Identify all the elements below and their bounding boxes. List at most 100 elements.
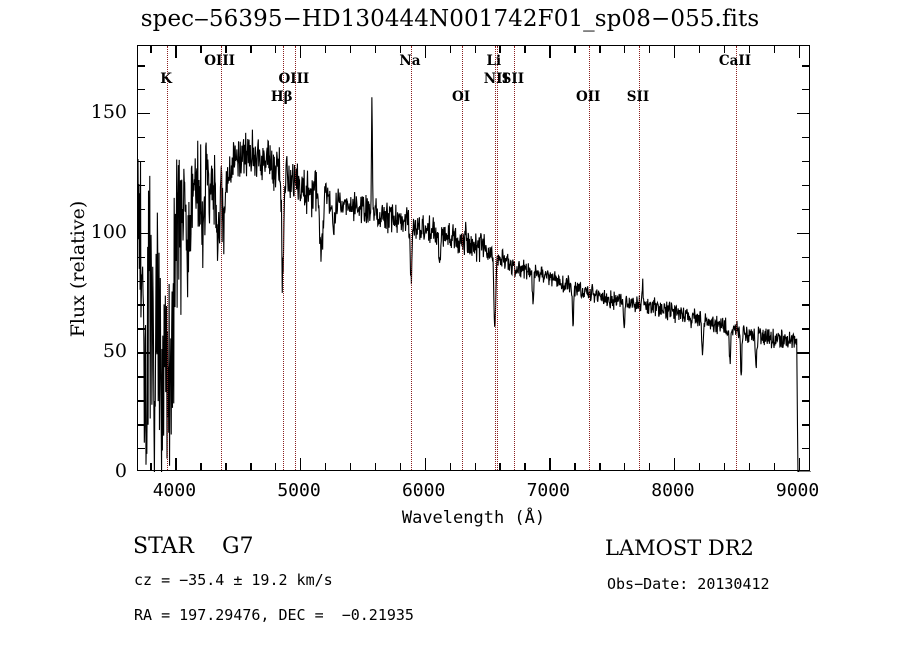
line-label: Hβ xyxy=(270,89,293,105)
survey-label: LAMOST DR2 xyxy=(605,536,754,560)
x-tick xyxy=(648,463,651,470)
x-tick xyxy=(225,46,227,53)
x-tick xyxy=(200,463,202,470)
x-tick xyxy=(524,463,526,470)
x-tick xyxy=(175,458,177,470)
line-marker-oi xyxy=(462,46,464,470)
x-tick xyxy=(648,46,651,53)
spectrum-plot xyxy=(138,97,811,472)
x-tick xyxy=(698,46,701,53)
line-marker-sii xyxy=(513,46,516,470)
line-marker-oiii xyxy=(294,46,297,470)
y-tick xyxy=(138,232,150,235)
x-tick xyxy=(723,463,726,470)
line-marker-k xyxy=(167,46,169,470)
x-tick xyxy=(599,463,601,470)
line-marker-sii xyxy=(639,46,641,470)
x-axis-title: Wavelength (Å) xyxy=(401,508,546,528)
y-tick xyxy=(797,113,809,115)
x-tick xyxy=(424,46,427,58)
x-tick xyxy=(349,46,352,53)
x-tick xyxy=(424,458,427,470)
x-tick xyxy=(673,458,676,470)
line-label: CaII xyxy=(718,53,752,69)
x-tick xyxy=(275,463,277,470)
x-tick xyxy=(250,463,252,470)
x-tick xyxy=(449,463,451,470)
line-marker-nii xyxy=(497,46,499,470)
obs-date-label: Obs−Date: 20130412 xyxy=(607,575,770,593)
line-marker-oii xyxy=(589,46,591,470)
x-tick xyxy=(549,458,551,470)
x-tick xyxy=(499,46,501,53)
x-tick xyxy=(773,46,775,53)
x-tick-label: 6000 xyxy=(401,480,446,501)
x-tick-label: 9000 xyxy=(775,480,820,501)
y-tick xyxy=(802,376,809,378)
y-tick xyxy=(138,113,150,115)
x-tick xyxy=(773,463,775,470)
line-marker-oiii xyxy=(220,46,223,470)
x-tick xyxy=(399,463,402,470)
y-tick xyxy=(802,208,809,211)
y-tick-label: 100 xyxy=(90,220,127,243)
x-tick xyxy=(225,463,227,470)
y-tick xyxy=(138,280,145,282)
x-tick xyxy=(574,46,576,53)
y-tick xyxy=(138,89,145,91)
x-tick xyxy=(723,46,726,53)
y-tick xyxy=(802,256,809,258)
coordinates-label: RA = 197.29476, DEC = −0.21935 xyxy=(134,606,414,624)
y-tick xyxy=(802,280,809,282)
y-tick-label: 0 xyxy=(114,460,127,482)
line-label: Li xyxy=(486,53,502,69)
x-tick xyxy=(599,46,601,53)
page-title: spec‒56395−HD130444N001742F01_sp08−055.f… xyxy=(140,6,760,32)
x-tick xyxy=(549,46,551,58)
y-tick xyxy=(802,400,809,402)
x-tick xyxy=(698,463,701,470)
y-tick xyxy=(797,232,809,235)
line-marker-caii xyxy=(735,46,738,470)
x-tick xyxy=(275,46,277,53)
x-tick xyxy=(374,46,377,53)
y-tick xyxy=(802,136,809,139)
x-tick xyxy=(748,463,751,470)
x-tick xyxy=(748,46,751,53)
y-tick xyxy=(138,424,145,426)
x-tick xyxy=(798,46,800,58)
y-tick xyxy=(138,65,145,67)
line-marker-li xyxy=(494,46,497,470)
x-tick-label: 4000 xyxy=(152,480,197,501)
line-label: OII xyxy=(575,89,601,105)
line-label: SII xyxy=(626,89,650,105)
x-tick-label: 8000 xyxy=(651,480,695,501)
line-label: Na xyxy=(399,53,421,69)
x-tick xyxy=(624,463,626,470)
x-tick-label: 7000 xyxy=(526,480,570,501)
x-tick xyxy=(624,46,626,53)
x-tick xyxy=(374,463,377,470)
x-tick xyxy=(499,463,501,470)
plot-frame xyxy=(137,45,811,472)
y-tick xyxy=(802,65,809,67)
y-tick xyxy=(138,352,150,354)
redshift-velocity-label: cz = −35.4 ± 19.2 km/s xyxy=(134,571,333,589)
y-tick-label: 50 xyxy=(102,340,127,363)
x-tick xyxy=(150,463,152,470)
y-tick xyxy=(138,448,145,450)
line-label: K xyxy=(160,71,173,87)
x-tick-label: 5000 xyxy=(277,480,321,501)
line-label: SII xyxy=(501,71,525,87)
y-tick xyxy=(797,352,809,354)
y-tick xyxy=(802,89,809,91)
x-tick xyxy=(399,46,402,53)
x-tick xyxy=(673,46,676,58)
y-tick xyxy=(802,328,809,330)
y-tick xyxy=(138,304,145,306)
x-tick xyxy=(324,463,327,470)
y-tick xyxy=(138,160,145,163)
y-tick xyxy=(138,256,145,258)
line-label: OI xyxy=(451,89,471,105)
y-tick xyxy=(138,184,145,187)
